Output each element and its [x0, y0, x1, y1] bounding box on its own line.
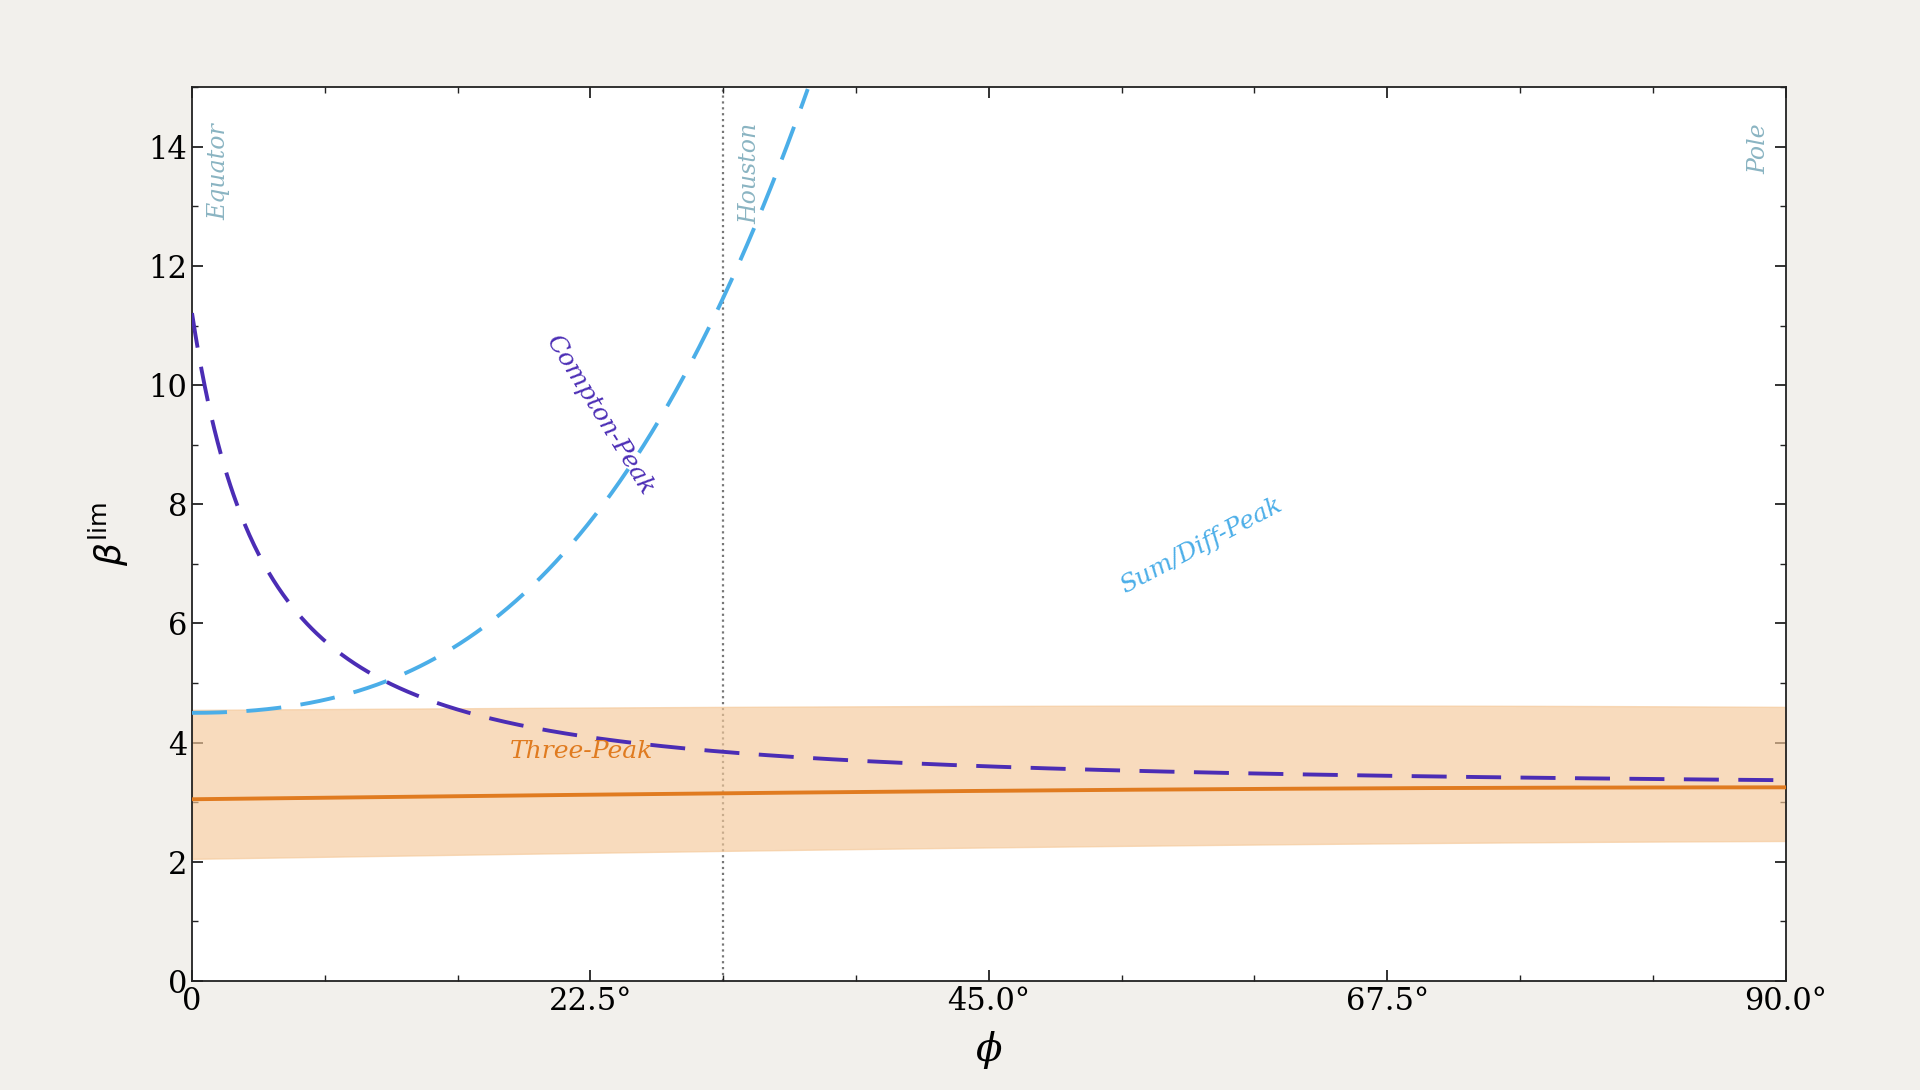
- Text: Three-Peak: Three-Peak: [511, 740, 653, 763]
- Text: Pole: Pole: [1747, 123, 1770, 173]
- X-axis label: ϕ: ϕ: [975, 1031, 1002, 1069]
- Y-axis label: $\beta^\mathrm{lim}$: $\beta^\mathrm{lim}$: [88, 502, 131, 566]
- Text: Sum/Diff-Peak: Sum/Diff-Peak: [1116, 494, 1286, 598]
- Text: Compton-Peak: Compton-Peak: [541, 330, 659, 499]
- Text: Equator: Equator: [207, 123, 230, 220]
- Text: Houston: Houston: [739, 123, 760, 225]
